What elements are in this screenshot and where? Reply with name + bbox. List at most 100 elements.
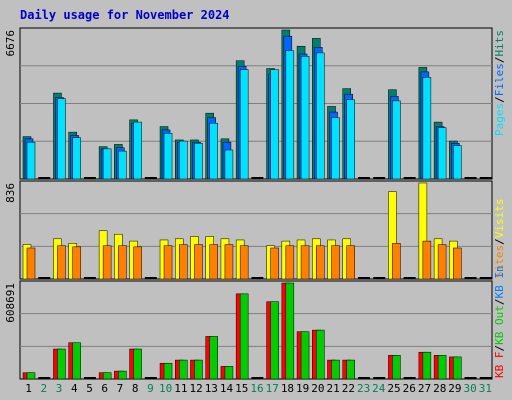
sites-bar — [26, 247, 36, 280]
sites-bar — [392, 243, 401, 280]
zero-stub — [83, 177, 96, 179]
day-label: 24 — [372, 382, 386, 395]
legend: KB F/KB Out/KB In — [493, 265, 506, 378]
pages-bar — [316, 52, 325, 180]
pages-bar — [224, 149, 234, 180]
panel-max-label: 608691 — [4, 283, 17, 323]
legend: Sites/Visits — [493, 199, 506, 279]
kb-out-bar — [392, 355, 401, 380]
day-label: 21 — [327, 382, 340, 395]
zero-stub — [464, 377, 477, 379]
sites-bar — [133, 246, 142, 280]
pages-bar — [72, 137, 81, 180]
pages-bar — [26, 141, 36, 180]
kb-out-bar — [133, 348, 142, 380]
zero-stub — [373, 277, 386, 279]
pages-bar — [422, 77, 432, 180]
legend: Pages/Files/Hits — [493, 30, 506, 136]
zero-stub — [38, 377, 51, 379]
kb-out-bar — [316, 329, 325, 380]
pages-bar — [179, 140, 188, 180]
sites-bar — [57, 245, 66, 280]
day-label: 11 — [174, 382, 187, 395]
kb-out-bar — [224, 366, 234, 380]
zero-stub — [479, 377, 492, 379]
day-label: 19 — [296, 382, 309, 395]
day-label: 16 — [250, 382, 263, 395]
day-label: 3 — [56, 382, 63, 395]
sites-bar — [194, 244, 203, 280]
sites-bar — [437, 244, 447, 280]
pages-bar — [133, 121, 142, 180]
pages-bar — [392, 100, 401, 180]
zero-stub — [357, 177, 370, 179]
sites-bar — [118, 245, 127, 280]
legend-entry: Hits — [493, 30, 506, 57]
day-label: 6 — [101, 382, 108, 395]
sites-bar — [239, 245, 249, 280]
panel-max-label: 6676 — [4, 30, 17, 57]
kb-out-bar — [57, 348, 66, 380]
zero-stub — [251, 177, 264, 179]
day-label: 8 — [132, 382, 139, 395]
kb-out-bar — [102, 372, 112, 380]
day-label: 18 — [281, 382, 294, 395]
kb-out-bar — [422, 351, 432, 380]
kb-out-bar — [26, 372, 36, 380]
day-label: 30 — [464, 382, 477, 395]
sites-bar — [453, 247, 462, 280]
kb-out-bar — [331, 359, 340, 380]
panel-frame — [19, 280, 493, 380]
zero-stub — [144, 177, 157, 179]
day-label: 4 — [71, 382, 78, 395]
day-label: 12 — [189, 382, 202, 395]
day-label: 10 — [159, 382, 172, 395]
zero-stub — [357, 277, 370, 279]
kb-out-bar — [209, 336, 218, 380]
zero-stub — [83, 277, 96, 279]
panel-frame — [19, 180, 493, 280]
pages-bar — [209, 122, 218, 180]
zero-stub — [83, 377, 96, 379]
day-label: 28 — [433, 382, 446, 395]
day-label: 31 — [479, 382, 492, 395]
kb-out-bar — [179, 359, 188, 380]
sites-bar — [163, 245, 173, 280]
legend-separator: / — [493, 345, 506, 352]
kb-out-bar — [270, 301, 279, 380]
pages-bar — [270, 69, 279, 180]
sites-bar — [209, 244, 218, 280]
pages-bar — [346, 99, 355, 180]
pages-bar — [331, 117, 340, 180]
day-label: 2 — [41, 382, 48, 395]
legend-entry: Sites — [493, 245, 506, 278]
zero-stub — [479, 277, 492, 279]
kb-out-bar — [300, 331, 310, 380]
day-label: 13 — [205, 382, 218, 395]
pages-bar — [437, 127, 447, 180]
kb-out-bar — [453, 356, 462, 380]
pages-bar — [453, 145, 462, 180]
legend-entry: Visits — [493, 199, 506, 239]
day-label: 23 — [357, 382, 370, 395]
kb-out-bar — [194, 359, 203, 380]
kb-out-bar — [285, 282, 295, 380]
day-label: 22 — [342, 382, 355, 395]
zero-stub — [357, 377, 370, 379]
day-label: 1 — [25, 382, 32, 395]
zero-stub — [373, 377, 386, 379]
pages-bar — [163, 132, 173, 180]
zero-stub — [251, 277, 264, 279]
zero-stub — [251, 377, 264, 379]
pages-bar — [118, 150, 127, 180]
day-label: 15 — [235, 382, 248, 395]
kb-out-bar — [239, 293, 249, 380]
pages-bar — [300, 55, 310, 180]
day-label: 20 — [311, 382, 324, 395]
legend-separator: / — [493, 238, 506, 245]
legend-entry: KB Out — [493, 305, 506, 345]
pages-bar — [102, 148, 112, 180]
day-label: 7 — [117, 382, 124, 395]
zero-stub — [403, 377, 416, 379]
